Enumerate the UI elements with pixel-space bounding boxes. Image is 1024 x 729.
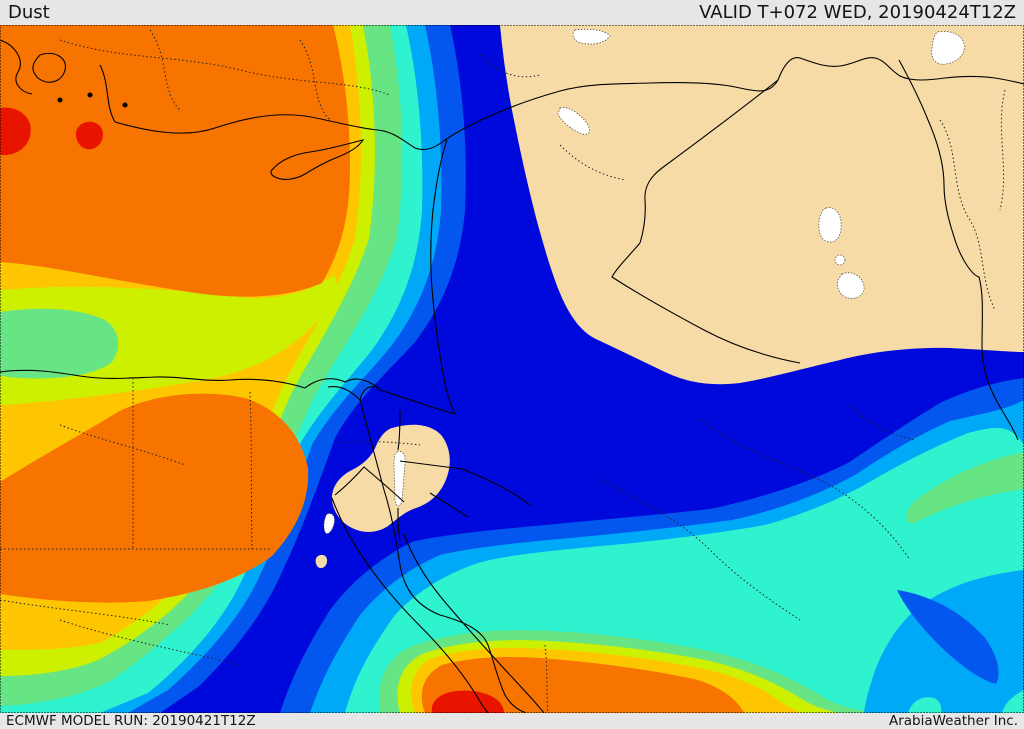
admin-turkey-4 <box>479 54 541 78</box>
dust-contour-map <box>0 25 1024 713</box>
lakes-group <box>323 28 965 534</box>
dust-map-canvas <box>0 25 1024 713</box>
admin-jordan-1 <box>334 441 421 446</box>
admin-sudan-1 <box>59 619 241 666</box>
admin-egypt-vertical-2 <box>249 391 253 550</box>
border-iraq-saudi <box>611 242 801 364</box>
footer-bar: ECMWF MODEL RUN: 20190421T12Z ArabiaWeat… <box>0 713 1024 729</box>
admin-iran-1 <box>939 119 996 311</box>
admin-saudi-3 <box>849 404 916 441</box>
dust-red-spot-left-edge <box>0 107 31 156</box>
admin-turkey-1 <box>59 39 391 96</box>
coastline-levant <box>430 139 456 415</box>
lake-van <box>572 28 611 45</box>
admin-syria-1 <box>559 144 626 181</box>
island-cyprus <box>270 139 365 180</box>
no-dust-islet-redsea <box>315 554 328 569</box>
admin-iran-2 <box>999 89 1006 211</box>
no-dust-region-deadsea <box>332 424 450 532</box>
aegean-island-dot-1 <box>57 97 63 103</box>
header-bar: Dust VALID T+072 WED, 20190424T12Z <box>0 0 1024 25</box>
dust-red-core-south <box>431 690 504 713</box>
gulf-of-aqaba-tip <box>323 513 335 534</box>
dust-orange-mass-turkey <box>0 25 350 297</box>
admin-egypt-interior <box>59 424 186 466</box>
dust-orange-mass-egypt <box>0 393 309 603</box>
admin-borders-group <box>0 29 1006 713</box>
river-nile <box>359 399 527 713</box>
dust-blue-se-wedge <box>897 590 999 684</box>
aegean-island-dot-3 <box>122 102 128 108</box>
admin-sudan-2 <box>0 599 171 626</box>
model-run-label: ECMWF MODEL RUN: 20190421T12Z <box>6 713 256 729</box>
brand-label: ArabiaWeather Inc. <box>888 713 1018 729</box>
coastline-red-sea-west <box>331 497 489 713</box>
coastline-egypt-mediterranean <box>0 369 456 415</box>
dust-green-east-sliver <box>906 452 1024 524</box>
no-dust-region-northeast <box>500 25 1024 385</box>
lake-razazza <box>837 272 865 299</box>
dust-turquoise-se-sliver-2 <box>1002 690 1024 713</box>
lake-urmia <box>931 31 965 65</box>
lake-assad <box>557 107 590 135</box>
coastline-turkey-syria-border <box>114 57 1024 151</box>
dust-orange-mass-south <box>421 657 744 713</box>
nile-delta-branches <box>327 386 379 401</box>
dust-red-spot-aegean <box>75 121 104 150</box>
product-title: Dust <box>8 2 50 23</box>
dust-turquoise-se-sliver-1 <box>908 697 942 713</box>
lake-dead-sea <box>393 451 406 507</box>
border-jordan-deadsea-rift <box>397 409 401 541</box>
lake-tharthar <box>818 207 842 243</box>
lake-habbaniyah <box>834 254 846 266</box>
border-jordan-saudi-zigzag <box>399 460 531 518</box>
valid-time-label: VALID T+072 WED, 20190424T12Z <box>699 2 1016 23</box>
coastline-red-sea-east <box>403 533 545 713</box>
country-borders-group <box>0 39 1024 713</box>
coastline-aegean-squiggles <box>0 39 116 123</box>
coastline-sinai <box>334 466 405 503</box>
border-iraq-iran <box>898 59 1019 441</box>
border-syria-iraq <box>639 79 779 244</box>
aegean-island-dot-2 <box>87 92 93 98</box>
dust-corridor-green <box>0 308 119 379</box>
